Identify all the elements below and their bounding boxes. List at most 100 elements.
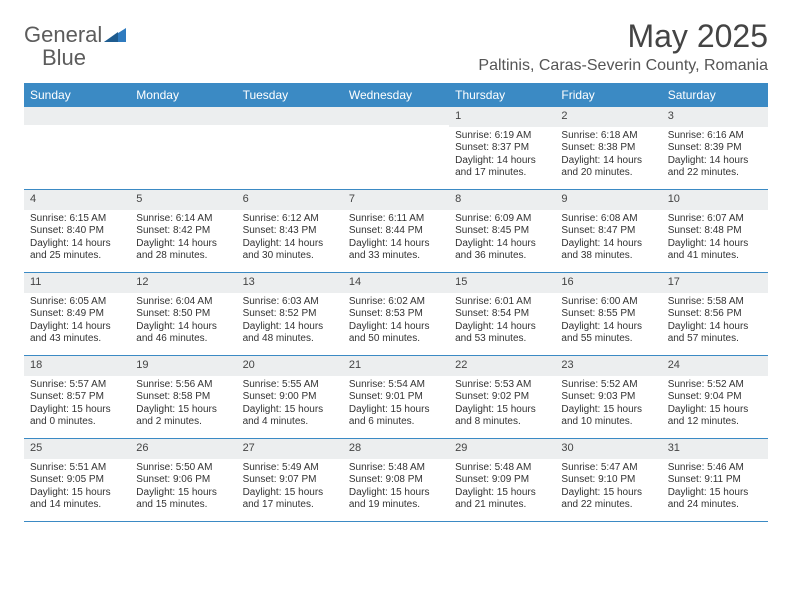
sunset-text: Sunset: 9:04 PM <box>668 391 762 404</box>
day-cell: 18Sunrise: 5:57 AMSunset: 8:57 PMDayligh… <box>24 356 130 438</box>
day-cell: 6Sunrise: 6:12 AMSunset: 8:43 PMDaylight… <box>237 190 343 272</box>
sunset-text: Sunset: 9:00 PM <box>243 391 337 404</box>
day-number: 12 <box>130 273 236 293</box>
daylight-text: Daylight: 15 hours and 22 minutes. <box>561 487 655 512</box>
sunset-text: Sunset: 8:53 PM <box>349 308 443 321</box>
daylight-text: Daylight: 14 hours and 57 minutes. <box>668 321 762 346</box>
sunrise-text: Sunrise: 6:00 AM <box>561 296 655 309</box>
day-cell: 9Sunrise: 6:08 AMSunset: 8:47 PMDaylight… <box>555 190 661 272</box>
day-number: 13 <box>237 273 343 293</box>
day-cell: 11Sunrise: 6:05 AMSunset: 8:49 PMDayligh… <box>24 273 130 355</box>
day-number: 28 <box>343 439 449 459</box>
day-number: 11 <box>24 273 130 293</box>
sunset-text: Sunset: 8:56 PM <box>668 308 762 321</box>
day-cell: 23Sunrise: 5:52 AMSunset: 9:03 PMDayligh… <box>555 356 661 438</box>
day-cell: 3Sunrise: 6:16 AMSunset: 8:39 PMDaylight… <box>662 107 768 189</box>
day-cell: 8Sunrise: 6:09 AMSunset: 8:45 PMDaylight… <box>449 190 555 272</box>
day-number <box>343 107 449 125</box>
sunrise-text: Sunrise: 6:01 AM <box>455 296 549 309</box>
day-cell: 20Sunrise: 5:55 AMSunset: 9:00 PMDayligh… <box>237 356 343 438</box>
sun-info: Sunrise: 6:00 AMSunset: 8:55 PMDaylight:… <box>555 293 661 351</box>
daylight-text: Daylight: 15 hours and 2 minutes. <box>136 404 230 429</box>
day-number: 23 <box>555 356 661 376</box>
daylight-text: Daylight: 15 hours and 14 minutes. <box>30 487 124 512</box>
day-cell: 1Sunrise: 6:19 AMSunset: 8:37 PMDaylight… <box>449 107 555 189</box>
sunrise-text: Sunrise: 6:12 AM <box>243 213 337 226</box>
day-number: 31 <box>662 439 768 459</box>
day-header: Tuesday <box>237 83 343 107</box>
sun-info: Sunrise: 6:01 AMSunset: 8:54 PMDaylight:… <box>449 293 555 351</box>
day-number <box>237 107 343 125</box>
daylight-text: Daylight: 14 hours and 41 minutes. <box>668 238 762 263</box>
logo: General Blue <box>24 18 126 70</box>
day-number: 2 <box>555 107 661 127</box>
sunrise-text: Sunrise: 5:56 AM <box>136 379 230 392</box>
day-cell: 28Sunrise: 5:48 AMSunset: 9:08 PMDayligh… <box>343 439 449 521</box>
sunset-text: Sunset: 9:05 PM <box>30 474 124 487</box>
sunset-text: Sunset: 8:47 PM <box>561 225 655 238</box>
sun-info: Sunrise: 5:54 AMSunset: 9:01 PMDaylight:… <box>343 376 449 434</box>
sunset-text: Sunset: 8:43 PM <box>243 225 337 238</box>
sunset-text: Sunset: 8:44 PM <box>349 225 443 238</box>
sunrise-text: Sunrise: 5:48 AM <box>349 462 443 475</box>
month-title: May 2025 <box>478 18 768 55</box>
sun-info: Sunrise: 5:52 AMSunset: 9:03 PMDaylight:… <box>555 376 661 434</box>
sunrise-text: Sunrise: 5:55 AM <box>243 379 337 392</box>
location-text: Paltinis, Caras-Severin County, Romania <box>478 57 768 75</box>
sun-info: Sunrise: 5:48 AMSunset: 9:09 PMDaylight:… <box>449 459 555 517</box>
daylight-text: Daylight: 14 hours and 46 minutes. <box>136 321 230 346</box>
day-cell: 25Sunrise: 5:51 AMSunset: 9:05 PMDayligh… <box>24 439 130 521</box>
day-header: Sunday <box>24 83 130 107</box>
sun-info: Sunrise: 6:04 AMSunset: 8:50 PMDaylight:… <box>130 293 236 351</box>
sun-info: Sunrise: 6:03 AMSunset: 8:52 PMDaylight:… <box>237 293 343 351</box>
daylight-text: Daylight: 15 hours and 15 minutes. <box>136 487 230 512</box>
day-number <box>130 107 236 125</box>
day-number: 10 <box>662 190 768 210</box>
sun-info: Sunrise: 5:57 AMSunset: 8:57 PMDaylight:… <box>24 376 130 434</box>
daylight-text: Daylight: 14 hours and 43 minutes. <box>30 321 124 346</box>
sunset-text: Sunset: 8:50 PM <box>136 308 230 321</box>
daylight-text: Daylight: 15 hours and 6 minutes. <box>349 404 443 429</box>
day-number: 19 <box>130 356 236 376</box>
sunset-text: Sunset: 8:49 PM <box>30 308 124 321</box>
sun-info: Sunrise: 5:46 AMSunset: 9:11 PMDaylight:… <box>662 459 768 517</box>
daylight-text: Daylight: 14 hours and 20 minutes. <box>561 155 655 180</box>
sunrise-text: Sunrise: 5:48 AM <box>455 462 549 475</box>
day-number: 3 <box>662 107 768 127</box>
sun-info: Sunrise: 5:58 AMSunset: 8:56 PMDaylight:… <box>662 293 768 351</box>
day-cell: 14Sunrise: 6:02 AMSunset: 8:53 PMDayligh… <box>343 273 449 355</box>
week-row: 25Sunrise: 5:51 AMSunset: 9:05 PMDayligh… <box>24 439 768 522</box>
day-cell <box>130 107 236 189</box>
daylight-text: Daylight: 15 hours and 24 minutes. <box>668 487 762 512</box>
sunset-text: Sunset: 8:40 PM <box>30 225 124 238</box>
day-number: 4 <box>24 190 130 210</box>
day-cell: 21Sunrise: 5:54 AMSunset: 9:01 PMDayligh… <box>343 356 449 438</box>
sun-info: Sunrise: 6:14 AMSunset: 8:42 PMDaylight:… <box>130 210 236 268</box>
day-header: Saturday <box>662 83 768 107</box>
day-cell <box>24 107 130 189</box>
day-cell: 31Sunrise: 5:46 AMSunset: 9:11 PMDayligh… <box>662 439 768 521</box>
daylight-text: Daylight: 14 hours and 17 minutes. <box>455 155 549 180</box>
day-number <box>24 107 130 125</box>
sunrise-text: Sunrise: 6:02 AM <box>349 296 443 309</box>
day-cell: 17Sunrise: 5:58 AMSunset: 8:56 PMDayligh… <box>662 273 768 355</box>
daylight-text: Daylight: 14 hours and 30 minutes. <box>243 238 337 263</box>
sunset-text: Sunset: 9:11 PM <box>668 474 762 487</box>
sunrise-text: Sunrise: 6:19 AM <box>455 130 549 143</box>
sunset-text: Sunset: 9:03 PM <box>561 391 655 404</box>
day-cell: 29Sunrise: 5:48 AMSunset: 9:09 PMDayligh… <box>449 439 555 521</box>
sunrise-text: Sunrise: 6:09 AM <box>455 213 549 226</box>
day-cell: 4Sunrise: 6:15 AMSunset: 8:40 PMDaylight… <box>24 190 130 272</box>
sunset-text: Sunset: 8:54 PM <box>455 308 549 321</box>
sun-info: Sunrise: 5:56 AMSunset: 8:58 PMDaylight:… <box>130 376 236 434</box>
day-number: 14 <box>343 273 449 293</box>
sunrise-text: Sunrise: 5:51 AM <box>30 462 124 475</box>
day-cell: 2Sunrise: 6:18 AMSunset: 8:38 PMDaylight… <box>555 107 661 189</box>
sunrise-text: Sunrise: 6:15 AM <box>30 213 124 226</box>
week-row: 11Sunrise: 6:05 AMSunset: 8:49 PMDayligh… <box>24 273 768 356</box>
daylight-text: Daylight: 15 hours and 8 minutes. <box>455 404 549 429</box>
daylight-text: Daylight: 14 hours and 33 minutes. <box>349 238 443 263</box>
daylight-text: Daylight: 14 hours and 55 minutes. <box>561 321 655 346</box>
sunset-text: Sunset: 8:42 PM <box>136 225 230 238</box>
sun-info: Sunrise: 6:02 AMSunset: 8:53 PMDaylight:… <box>343 293 449 351</box>
